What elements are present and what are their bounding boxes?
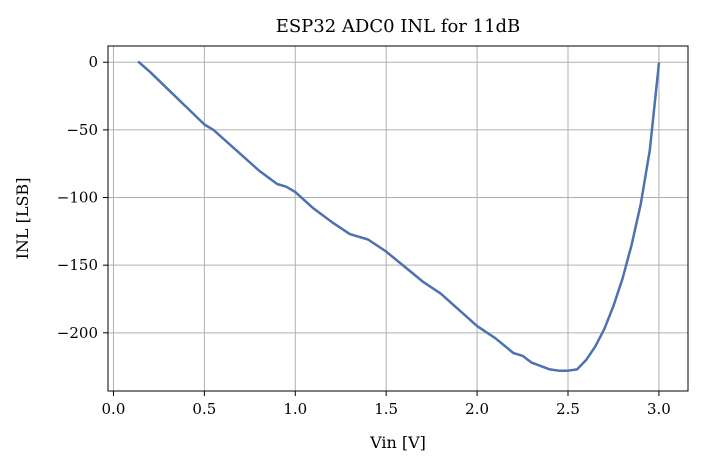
x-tick-label: 2.0 — [465, 400, 489, 418]
series-line — [137, 60, 661, 372]
x-tick-label: 2.5 — [556, 400, 580, 418]
x-tick-label: 0.0 — [102, 400, 126, 418]
x-tick-label: 1.5 — [374, 400, 398, 418]
grid — [108, 46, 688, 391]
x-tick-label: 1.0 — [283, 400, 307, 418]
x-tick-label: 0.5 — [192, 400, 216, 418]
x-axis-title: Vin [V] — [369, 433, 426, 452]
y-axis-title: INL [LSB] — [13, 178, 32, 260]
y-tick-label: 0 — [88, 53, 98, 71]
series-layer — [137, 60, 661, 372]
axis-ticks: 0.0 0.5 1.0 1.5 2.0 2.5 3.0 0 −50 −100 −150 −200 — [57, 53, 671, 418]
y-tick-label: −150 — [57, 256, 98, 274]
chart-title: ESP32 ADC0 INL for 11dB — [276, 16, 521, 37]
plot-frame — [107, 45, 689, 392]
y-tick-label: −50 — [66, 121, 98, 139]
y-tick-label: −100 — [57, 189, 98, 207]
y-tick-label: −200 — [57, 324, 98, 342]
x-tick-label: 3.0 — [647, 400, 671, 418]
